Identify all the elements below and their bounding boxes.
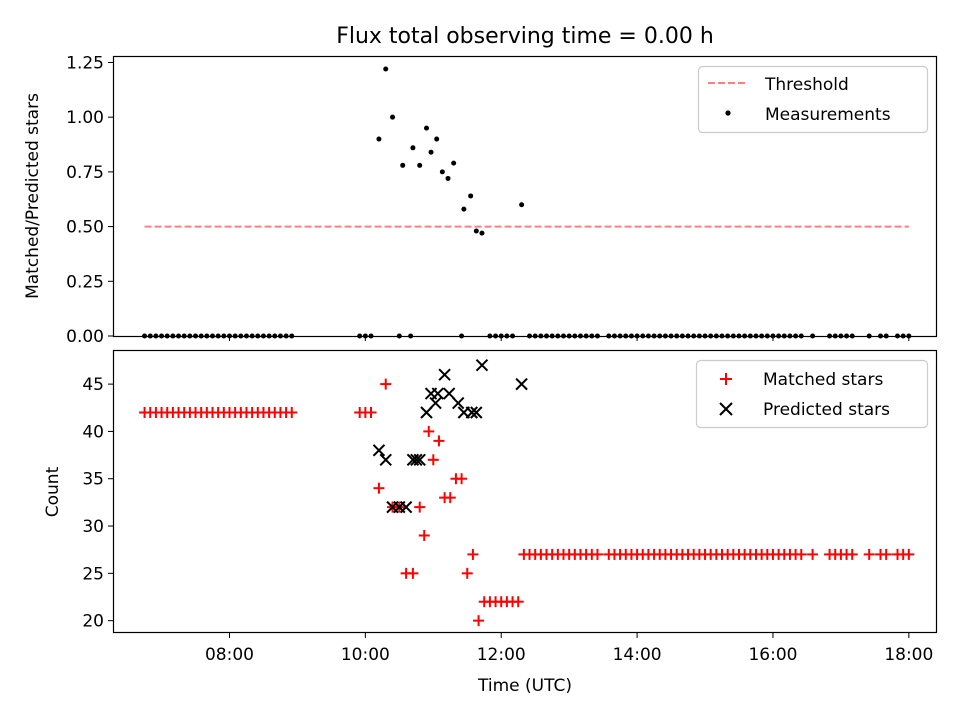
chart-title: Flux total observing time = 0.00 h (336, 24, 714, 49)
y-axis-label: Matched/Predicted stars (23, 93, 43, 299)
matched-star-point (880, 548, 892, 560)
predicted-star-point (431, 387, 445, 400)
measurement-point (417, 162, 423, 168)
predicted-star-point (442, 387, 456, 400)
plot-area (142, 66, 912, 339)
predicted-star-point (429, 396, 442, 410)
axes-frame (112, 349, 938, 634)
y-axis-ticks: 20 25 30 35 40 45 (82, 375, 114, 632)
matched-star-point (456, 473, 468, 485)
plot-area (139, 358, 915, 627)
matched-star-point (846, 548, 858, 560)
measurement-point (390, 114, 396, 120)
predicted-star-point (451, 396, 465, 410)
measurement-point (479, 230, 485, 236)
x-tick-label: 10:00 (341, 645, 390, 665)
measurement-point (376, 136, 382, 142)
matched-star-point (423, 425, 435, 437)
y-tick-label: 0.25 (66, 272, 104, 292)
legend-matched-swatch (720, 373, 732, 385)
matched-star-point (286, 406, 298, 418)
matched-star-point (418, 529, 430, 541)
y-tick-label: 1.25 (66, 53, 104, 73)
measurement-point (400, 162, 406, 168)
predicted-star-point (470, 406, 483, 419)
predicted-star-point (399, 500, 413, 514)
legend-measurements-label: Measurements (765, 105, 891, 125)
matched-star-point (444, 492, 456, 504)
x-tick-label: 16:00 (748, 645, 797, 665)
matched-star-point (467, 548, 479, 560)
matched-star-point (380, 378, 392, 390)
y-tick-label: 25 (82, 564, 104, 584)
matched-star-point (591, 548, 603, 560)
measurement-point (445, 175, 451, 181)
predicted-star-point (475, 358, 489, 372)
measurement-point (451, 160, 457, 166)
legend-box (695, 359, 929, 429)
measurement-point (410, 145, 416, 151)
matched-star-point (795, 548, 807, 560)
matched-star-point (373, 482, 385, 494)
y-tick-label: 0.50 (66, 218, 104, 238)
predicted-star-point (420, 406, 433, 419)
matched-star-point (903, 548, 915, 560)
matched-star-point (807, 548, 819, 560)
measurement-point (428, 149, 434, 155)
predicted-star-point (515, 377, 528, 391)
matched-star-point (473, 615, 485, 627)
measurement-point (519, 202, 525, 208)
y-tick-label: 45 (82, 375, 104, 395)
measurement-point (473, 228, 479, 234)
measurement-point (383, 66, 389, 72)
measurement-point (434, 136, 440, 142)
matched-star-point (512, 596, 524, 608)
matched-star-point (407, 567, 419, 579)
measurement-point (468, 193, 474, 199)
measurement-point (439, 169, 445, 175)
legend-matched-label: Matched stars (763, 370, 883, 390)
y-axis-ticks: 0.00 0.25 0.50 0.75 1.00 1.25 (66, 53, 114, 347)
predicted-star-point (413, 453, 426, 467)
x-tick-label: 18:00 (884, 645, 933, 665)
legend-predicted-swatch (719, 402, 733, 416)
y-tick-label: 40 (82, 422, 104, 442)
y-axis-label: Count (43, 466, 63, 517)
y-tick-label: 0.00 (66, 327, 104, 347)
predicted-star-point (372, 444, 386, 457)
matched-star-point (414, 501, 426, 513)
predicted-star-point (438, 368, 451, 381)
matched-star-point (365, 406, 377, 418)
legend-threshold-label: Threshold (764, 75, 849, 95)
legend: Threshold Measurements (697, 65, 929, 134)
x-tick-label: 14:00 (613, 645, 662, 665)
matched-star-point (461, 567, 473, 579)
matched-star-point (433, 435, 445, 447)
x-axis-label: Time (UTC) (477, 676, 572, 696)
y-tick-label: 0.75 (66, 163, 104, 183)
y-tick-label: 20 (82, 612, 104, 632)
ratio-panel: Flux total observing time = 0.00 h Match… (23, 24, 938, 347)
count-panel: Count Time (UTC) 20 25 30 35 40 45 08:00 10:00… (43, 349, 938, 696)
legend-predicted-label: Predicted stars (763, 400, 890, 420)
legend: Matched stars Predicted stars (695, 359, 929, 429)
legend-measurements-swatch (725, 110, 731, 116)
y-tick-label: 35 (82, 470, 104, 490)
legend-box (697, 65, 929, 134)
axes-frame (112, 55, 938, 338)
y-tick-label: 1.00 (66, 108, 104, 128)
measurement-point (461, 206, 467, 212)
x-axis-ticks: 08:00 10:00 12:00 14:00 16:00 18:00 (205, 632, 933, 665)
x-tick-label: 12:00 (477, 645, 526, 665)
y-tick-label: 30 (82, 517, 104, 537)
matched-star-point (427, 454, 439, 466)
measurement-point (423, 125, 429, 131)
x-tick-label: 08:00 (205, 645, 254, 665)
predicted-star-point (379, 453, 392, 467)
predicted-star-point (410, 453, 423, 467)
predicted-star-point (465, 406, 478, 419)
matched-star-point (863, 548, 875, 560)
